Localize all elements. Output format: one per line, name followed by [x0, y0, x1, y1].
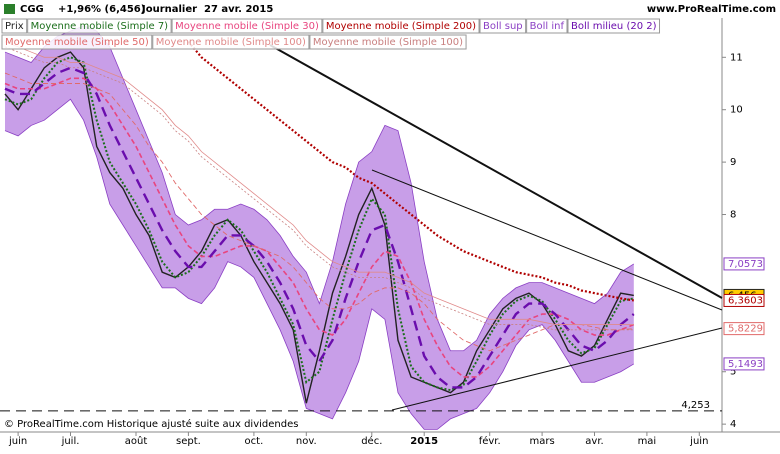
- series-line: [4, 41, 634, 325]
- trendlines: [269, 44, 723, 411]
- x-tick-label: 2015: [410, 436, 438, 447]
- x-tick-label: juin: [689, 436, 708, 447]
- value-label: 5,8229: [728, 324, 763, 335]
- plot: [4, 25, 635, 430]
- date: 27 avr. 2015: [204, 4, 273, 15]
- period: Journalier: [141, 4, 197, 15]
- legend-box: [27, 18, 172, 34]
- logo: [4, 4, 15, 14]
- legend-box: [309, 34, 467, 50]
- series-line: [4, 51, 634, 404]
- x-tick-label: août: [125, 435, 148, 447]
- change: +1,96% (6,456): [58, 4, 145, 15]
- legend-box: [171, 18, 323, 34]
- x-tick-label: avr.: [585, 436, 603, 447]
- series-line: [187, 40, 634, 302]
- y-tick-label: 5: [730, 367, 736, 378]
- legend-box: [1, 34, 153, 50]
- value-label: 7,0573: [728, 259, 763, 270]
- series-line: [4, 46, 634, 331]
- trendline: [371, 169, 723, 311]
- value-label: 5,1493: [728, 359, 763, 370]
- x-tick-label: nov.: [296, 436, 317, 447]
- legend-box: [1, 18, 28, 34]
- x-tick-label: déc.: [361, 435, 382, 447]
- series-line: [4, 66, 635, 389]
- legend-box: [322, 18, 480, 34]
- symbol: CGG: [20, 4, 44, 15]
- y-tick-label: 11: [730, 52, 743, 63]
- level-label: 4,253: [681, 400, 710, 411]
- y-tick-label: 8: [730, 210, 736, 221]
- y-tick-label: 9: [730, 157, 736, 168]
- x-tick-label: mai: [638, 436, 657, 447]
- value-label-box: [723, 257, 765, 271]
- x-tick-label: oct.: [245, 436, 264, 447]
- legend-entry: Moyenne mobile (Simple 30): [175, 21, 319, 32]
- legend-entry: Moyenne mobile (Simple 50): [5, 37, 149, 48]
- footer: © ProRealTime.com Historique ajusté suit…: [4, 418, 298, 430]
- x-tick-label: mars: [529, 436, 554, 447]
- legend-entry: Boll sup: [483, 21, 523, 32]
- legend-entry: Boll inf: [530, 21, 565, 32]
- legend-entry: Moyenne mobile (Simple 7): [31, 21, 169, 32]
- series-line: [4, 72, 634, 352]
- y-tick-label: 4: [730, 419, 736, 430]
- y-tick-label: 10: [730, 105, 743, 116]
- x-tick-label: juil.: [61, 436, 80, 447]
- x-tick-label: juin: [8, 436, 27, 447]
- legend-entry: Moyenne mobile (Simple 100): [156, 37, 306, 48]
- value-label-box: [723, 293, 765, 307]
- value-label-box: [723, 357, 765, 371]
- series-line: [4, 98, 635, 430]
- x-tick-label: févr.: [479, 435, 501, 447]
- legend-entry: Boll milieu (20 2): [571, 21, 657, 32]
- legend-entry: Moyenne mobile (Simple 200): [326, 21, 476, 32]
- legend-box: [152, 34, 310, 50]
- trendline: [391, 327, 723, 411]
- legend-entry: Moyenne mobile (Simple 100): [313, 37, 463, 48]
- site: www.ProRealTime.com: [647, 4, 776, 15]
- trendline: [269, 44, 723, 299]
- x-tick-label: sept.: [176, 436, 201, 447]
- value-label-box: [723, 322, 765, 336]
- legend-entry: Prix: [5, 21, 24, 32]
- legend-box: [567, 18, 661, 34]
- value-label: 6,3603: [728, 295, 763, 306]
- legend-box: [479, 18, 527, 34]
- legend-box: [526, 18, 568, 34]
- series-line: [4, 56, 634, 392]
